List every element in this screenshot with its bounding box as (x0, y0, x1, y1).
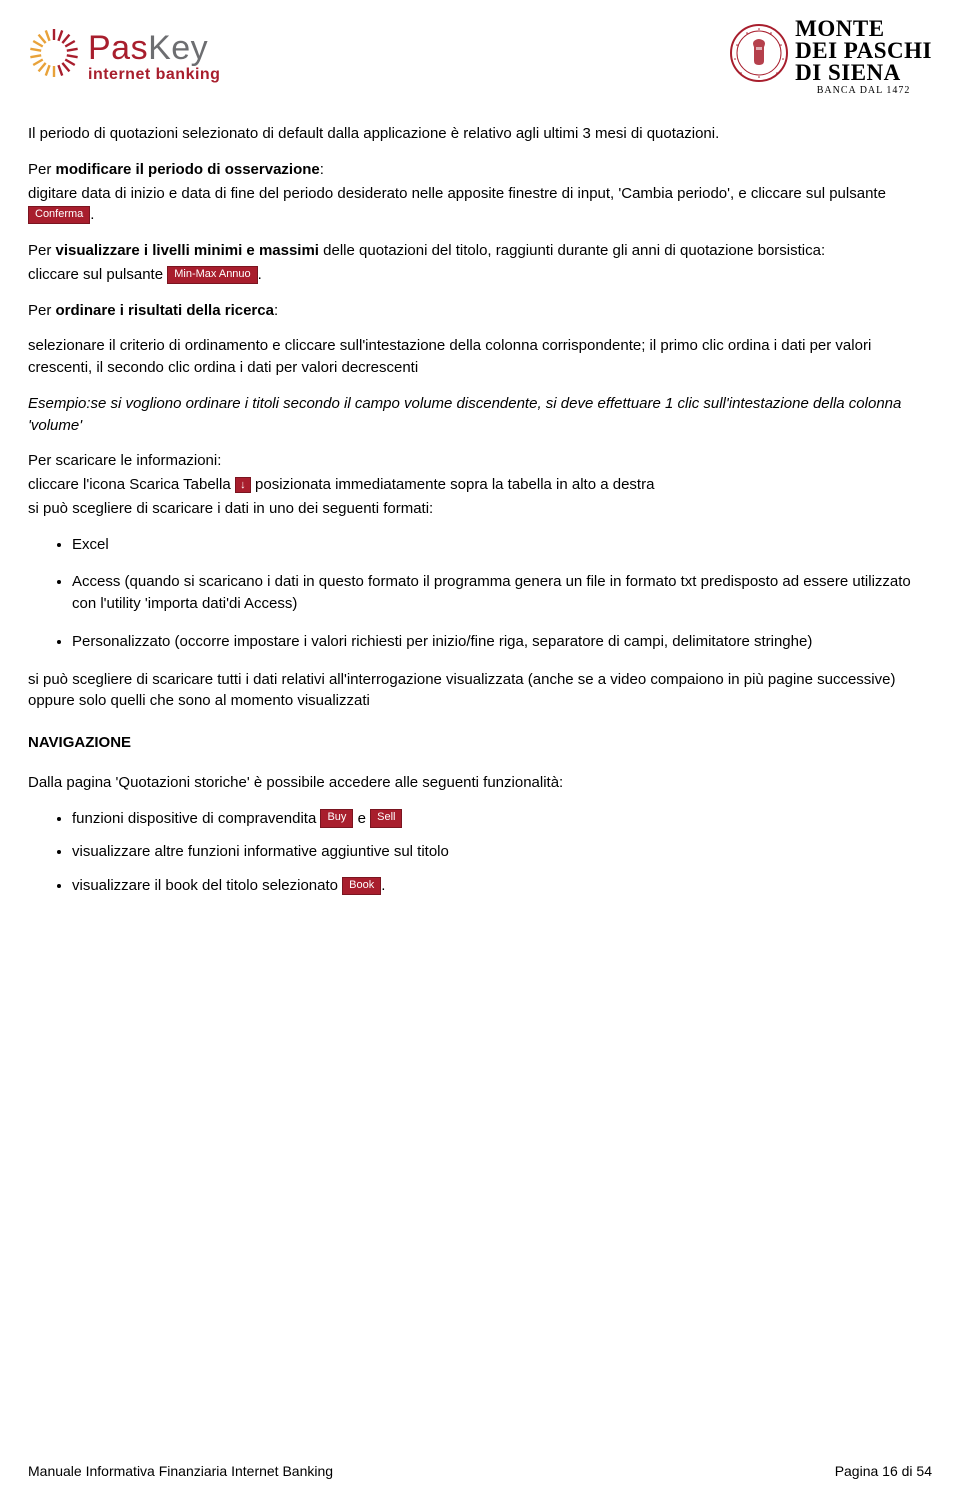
nav-intro: Dalla pagina 'Quotazioni storiche' è pos… (28, 772, 932, 794)
paragraph-download-formats-intro: si può scegliere di scaricare i dati in … (28, 498, 932, 520)
mps-seal-icon (729, 23, 789, 90)
paragraph-download-head: Per scaricare le informazioni: (28, 450, 932, 472)
list-item: Excel (72, 534, 932, 556)
brand-key: Key (148, 29, 208, 67)
paragraph-example: Esempio:se si vogliono ordinare i titoli… (28, 393, 932, 437)
mps-line1: MONTE (795, 18, 932, 40)
paragraph-modify-period: Per modificare il periodo di osservazion… (28, 159, 932, 181)
nav-section-title: NAVIGAZIONE (28, 732, 932, 754)
paragraph-order-body: selezionare il criterio di ordinamento e… (28, 335, 932, 379)
list-item: visualizzare altre funzioni informative … (72, 841, 932, 863)
paragraph-intro: Il periodo di quotazioni selezionato di … (28, 123, 932, 145)
download-table-icon[interactable]: ↓ (235, 477, 251, 493)
mps-subline: BANCA DAL 1472 (795, 86, 932, 96)
conferma-button[interactable]: Conferma (28, 206, 90, 224)
paskey-sunburst-icon (28, 27, 80, 86)
mps-line2: DEI PASCHI (795, 40, 932, 62)
mps-line3: DI SIENA (795, 62, 932, 84)
list-item: Access (quando si scaricano i dati in qu… (72, 571, 932, 615)
list-item: Personalizzato (occorre impostare i valo… (72, 631, 932, 653)
paragraph-download-note: si può scegliere di scaricare tutti i da… (28, 669, 932, 713)
page-header: PasKey internet banking (28, 18, 932, 95)
paragraph-minmax: Per visualizzare i livelli minimi e mass… (28, 240, 932, 262)
minmax-annuo-button[interactable]: Min-Max Annuo (167, 266, 257, 284)
brand-subtitle: internet banking (88, 67, 220, 83)
footer-left: Manuale Informativa Finanziaria Internet… (28, 1461, 333, 1481)
paragraph-minmax-body: cliccare sul pulsante Min-Max Annuo. (28, 264, 932, 286)
page-footer: Manuale Informativa Finanziaria Internet… (28, 1461, 932, 1481)
book-button[interactable]: Book (342, 877, 381, 895)
format-list: Excel Access (quando si scaricano i dati… (72, 534, 932, 653)
nav-list: funzioni dispositive di compravendita Bu… (72, 808, 932, 897)
paragraph-modify-period-body: digitare data di inizio e data di fine d… (28, 183, 932, 227)
mps-wordmark: MONTE DEI PASCHI DI SIENA BANCA DAL 1472 (795, 18, 932, 95)
list-item: funzioni dispositive di compravendita Bu… (72, 808, 932, 830)
paragraph-download-line: cliccare l'icona Scarica Tabella ↓ posiz… (28, 474, 932, 496)
mps-logo: MONTE DEI PASCHI DI SIENA BANCA DAL 1472 (729, 18, 932, 95)
paragraph-order: Per ordinare i risultati della ricerca: (28, 300, 932, 322)
paskey-wordmark: PasKey internet banking (88, 31, 220, 83)
paskey-logo: PasKey internet banking (28, 27, 220, 86)
sell-button[interactable]: Sell (370, 809, 402, 827)
footer-right: Pagina 16 di 54 (835, 1461, 932, 1481)
list-item: visualizzare il book del titolo selezion… (72, 875, 932, 897)
buy-button[interactable]: Buy (320, 809, 353, 827)
brand-pas: Pas (88, 29, 148, 67)
document-body: Il periodo di quotazioni selezionato di … (28, 123, 932, 897)
